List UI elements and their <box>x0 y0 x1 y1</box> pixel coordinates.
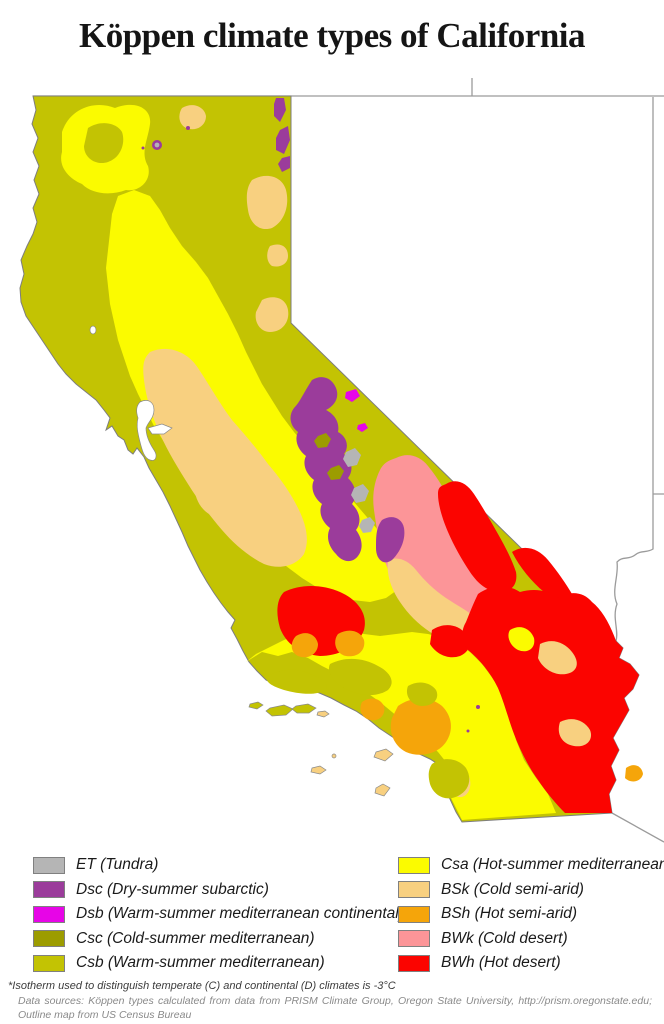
region-ne-dsc-2 <box>276 126 290 154</box>
island-santa-cruz <box>291 703 317 714</box>
region-desert-csa-streak <box>508 627 535 652</box>
island-anacapa <box>316 710 330 718</box>
legend-swatch-bsh <box>398 905 430 923</box>
region-sierra-dsc <box>290 377 362 562</box>
region-ne-dsc-1 <box>274 98 286 122</box>
legend-swatch-bwk <box>398 930 430 948</box>
region-shasta-et-cap <box>154 142 160 148</box>
region-deathvalley-bwh <box>438 481 517 592</box>
region-ne-bsk-4 <box>255 297 289 332</box>
legend-item-bwh: BWh (Hot desert) <box>398 951 664 976</box>
region-bsh-3 <box>360 698 385 721</box>
legend-swatch-dsb <box>33 905 65 923</box>
region-ring-core-csb <box>84 123 124 164</box>
region-sd-inland-csb <box>428 759 470 799</box>
region-csc-fleck-2 <box>327 465 344 480</box>
legend-item-dsc: Dsc (Dry-summer subarctic) <box>33 878 404 903</box>
legend-label-et: ET (Tundra) <box>76 856 159 874</box>
region-desert-bsk-streak-2 <box>558 719 592 747</box>
page-title: Köppen climate types of California <box>78 16 586 55</box>
region-dsb-speck-2 <box>357 423 368 432</box>
isotherm-footnote: *Isotherm used to distinguish temperate … <box>8 980 396 992</box>
region-bsh-2 <box>335 630 365 657</box>
region-sangabriel-csb <box>328 658 392 696</box>
region-et-fleck-3 <box>359 517 375 533</box>
legend-item-et: ET (Tundra) <box>33 853 404 878</box>
region-desert-bsk-streak-1 <box>538 641 577 675</box>
legend-swatch-et <box>33 856 65 874</box>
region-salinas-bsk <box>194 475 232 518</box>
data-sources-footnote: Data sources: Köppen types calculated fr… <box>18 995 652 1021</box>
island-san-clemente <box>374 783 391 797</box>
region-bsh-river <box>625 765 643 782</box>
region-et-fleck-1 <box>343 448 361 467</box>
region-southeast-bwh <box>462 586 639 813</box>
legend-swatch-bwh <box>398 954 430 972</box>
region-csc-fleck-1 <box>314 433 331 448</box>
legend-item-csc: Csc (Cold-summer mediterranean) <box>33 927 404 952</box>
legend-item-bsk: BSk (Cold semi-arid) <box>398 878 664 903</box>
region-west-desert-bsk <box>387 558 483 643</box>
region-bsh-inland-sd <box>390 698 451 755</box>
region-ne-bsk-2 <box>246 175 288 230</box>
legend-label-csc: Csc (Cold-summer mediterranean) <box>76 929 315 947</box>
legend-swatch-dsc <box>33 881 65 899</box>
region-ne-dsc-3 <box>278 156 290 172</box>
neighbor-state-borders <box>33 78 664 843</box>
island-san-nicolas <box>310 765 327 775</box>
legend-swatch-csa <box>398 856 430 874</box>
legend-column-right: Csa (Hot-summer mediterranean) BSk (Cold… <box>398 853 664 976</box>
san-francisco-bay <box>136 400 157 461</box>
legend-label-dsb: Dsb (Warm-summer mediterranean continent… <box>76 905 404 923</box>
region-ne-bsk-3 <box>267 244 288 267</box>
region-bsh-1 <box>291 633 318 658</box>
region-valley-bsk <box>143 348 307 567</box>
legend-label-bsk: BSk (Cold semi-arid) <box>441 880 584 898</box>
region-et-fleck-2 <box>351 484 369 503</box>
legend-item-dsb: Dsb (Warm-summer mediterranean continent… <box>33 902 404 927</box>
legend-label-dsc: Dsc (Dry-summer subarctic) <box>76 880 269 898</box>
region-ne-dsc-dot2 <box>141 146 145 150</box>
region-dsb-speck-1 <box>345 389 360 402</box>
legend-item-csa: Csa (Hot-summer mediterranean) <box>398 853 664 878</box>
legend-label-bwh: BWh (Hot desert) <box>441 954 561 972</box>
region-sanjacinto-csb <box>406 682 438 706</box>
region-south-coast-csa <box>246 628 556 820</box>
region-ne-dsc-dot <box>186 126 190 130</box>
legend-label-csa: Csa (Hot-summer mediterranean) <box>441 856 664 874</box>
legend-swatch-csc <box>33 930 65 948</box>
delta-arm <box>147 423 173 435</box>
legend-item-bwk: BWk (Cold desert) <box>398 927 664 952</box>
legend-item-bsh: BSh (Hot semi-arid) <box>398 902 664 927</box>
region-dsc-dot-south-1 <box>476 705 480 709</box>
region-border-bwh-lobe <box>512 547 572 600</box>
island-san-miguel <box>248 701 264 710</box>
island-santa-rosa <box>265 704 294 717</box>
island-catalina <box>373 748 394 762</box>
island-santa-barbara <box>331 753 337 759</box>
legend-label-bwk: BWk (Cold desert) <box>441 929 568 947</box>
clear-lake <box>89 325 97 335</box>
region-sierra-south-dsc <box>376 517 405 563</box>
legend-column-left: ET (Tundra) Dsc (Dry-summer subarctic) D… <box>33 853 404 976</box>
region-dsc-dot-south-2 <box>466 729 470 733</box>
legend-swatch-bsk <box>398 881 430 899</box>
region-mid-bwh-lobe <box>430 625 470 658</box>
legend-label-csb: Csb (Warm-summer mediterranean) <box>76 954 325 972</box>
legend-item-csb: Csb (Warm-summer mediterranean) <box>33 951 404 976</box>
region-ne-bsk-1 <box>179 105 206 130</box>
region-santamonica-csb <box>266 669 328 694</box>
legend-label-bsh: BSh (Hot semi-arid) <box>441 905 578 923</box>
legend-swatch-csb <box>33 954 65 972</box>
